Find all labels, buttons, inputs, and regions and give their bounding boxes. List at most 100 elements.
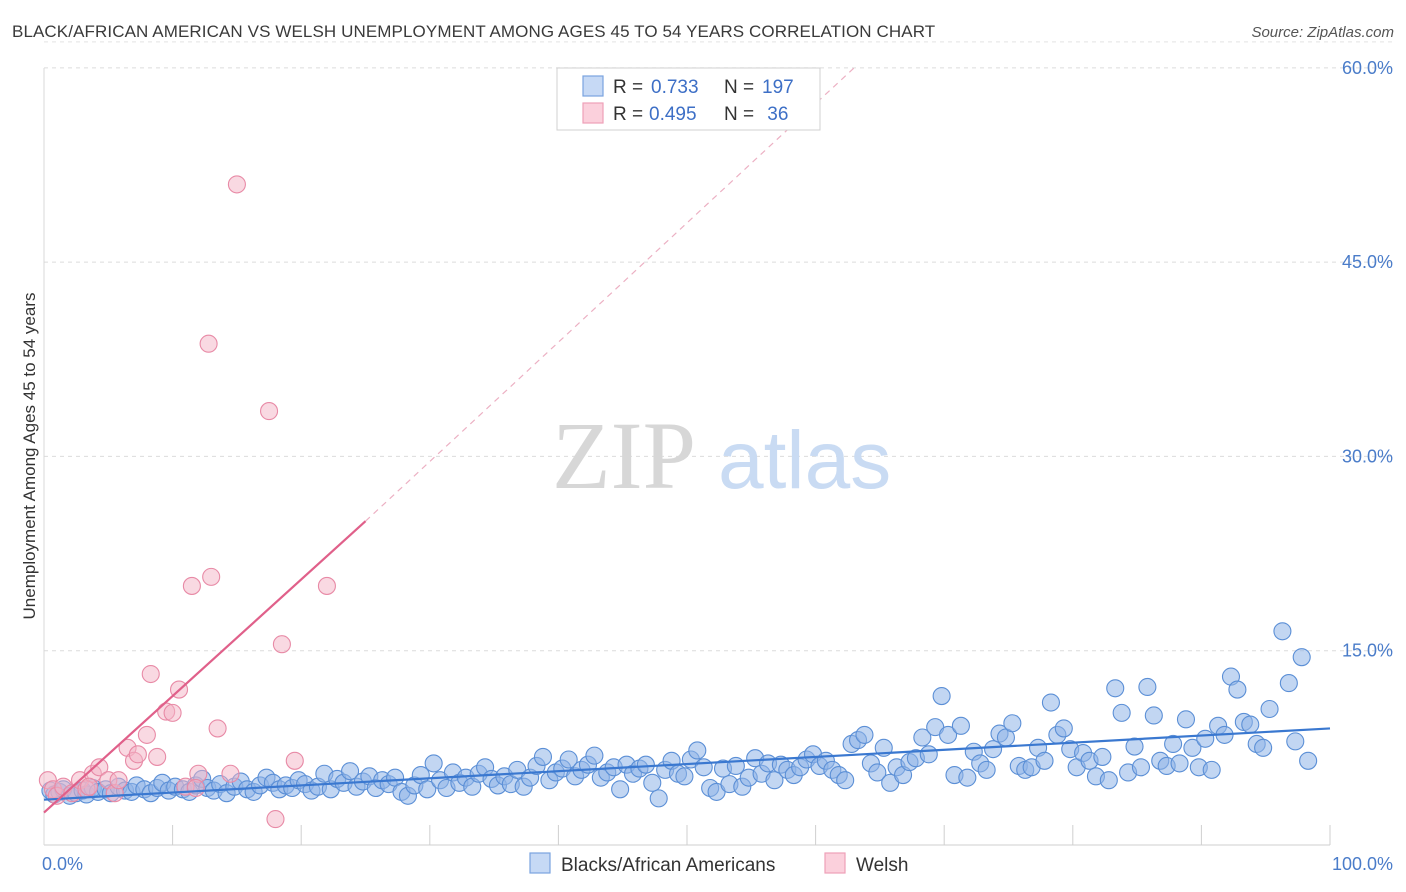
blacks-data-point <box>675 767 694 786</box>
blacks-data-point <box>1125 737 1144 756</box>
blacks-data-point <box>694 758 713 777</box>
welsh-data-point <box>109 771 128 790</box>
blacks-data-point <box>559 750 578 769</box>
blacks-data-point <box>1041 693 1060 712</box>
welsh-data-point <box>272 635 291 654</box>
blacks-data-point <box>932 686 951 706</box>
blacks-data-point <box>418 780 437 799</box>
x-tick-label-min: 0.0% <box>42 854 83 874</box>
welsh-data-point <box>79 777 99 796</box>
bottom-legend-swatch-pink <box>824 852 846 874</box>
blacks-data-point <box>1099 771 1118 790</box>
blacks-data-point <box>688 741 707 760</box>
blacks-data-point <box>868 763 887 782</box>
blacks-data-point <box>1035 751 1054 770</box>
legend-n-value-1: 197 <box>762 77 794 98</box>
source-label: Source: ZipAtlas.com <box>1251 24 1394 41</box>
blacks-data-point <box>1254 738 1273 757</box>
blacks-data-point <box>611 780 630 799</box>
welsh-data-point <box>266 810 285 829</box>
welsh-data-point <box>163 703 182 722</box>
correlation-legend: R = 0.733 N = 197 R = 0.495 N = 36 <box>556 67 821 131</box>
y-tick-label: 15.0% <box>1342 641 1393 661</box>
bottom-legend-swatch-blue <box>529 852 551 874</box>
bottom-legend-label-blue: Blacks/African Americans <box>561 855 775 876</box>
blacks-data-point <box>1106 679 1125 698</box>
welsh-data-point <box>199 334 218 353</box>
welsh-data-point <box>285 751 304 770</box>
blacks-data-point <box>1170 754 1189 773</box>
welsh-data-point <box>208 719 227 738</box>
x-tick-label-max: 100.0% <box>1332 854 1393 874</box>
welsh-data-point <box>221 764 240 783</box>
blacks-data-point <box>585 746 604 765</box>
series-welsh-points <box>38 175 1331 829</box>
welsh-data-point <box>259 402 279 421</box>
blacks-data-point <box>341 762 360 781</box>
blacks-data-point <box>1164 734 1183 754</box>
welsh-data-point <box>141 664 160 684</box>
blacks-data-point <box>1241 715 1260 734</box>
y-tick-label: 30.0% <box>1342 446 1393 466</box>
legend-swatch-pink <box>582 102 604 124</box>
legend-n-label-2: N = <box>724 104 754 125</box>
blacks-data-point <box>1228 680 1247 699</box>
blacks-data-point <box>1093 747 1112 766</box>
blacks-data-point <box>958 768 977 787</box>
welsh-data-point <box>186 778 205 798</box>
welsh-data-point <box>317 576 336 595</box>
y-axis-label: Unemployment Among Ages 45 to 54 years <box>20 293 39 620</box>
blacks-data-point <box>1273 622 1292 641</box>
blacks-data-point <box>1299 751 1318 770</box>
blacks-data-point <box>1138 677 1157 697</box>
x-axis-ticks <box>172 825 1331 845</box>
blacks-data-point <box>1003 714 1022 733</box>
legend-r-label-2: R = <box>613 104 643 125</box>
legend-n-label-1: N = <box>724 77 754 98</box>
welsh-data-point <box>182 576 201 595</box>
blacks-data-point <box>1176 710 1196 729</box>
y-tick-label: 45.0% <box>1342 252 1393 272</box>
blacks-data-point <box>533 747 553 766</box>
blacks-data-point <box>1131 758 1151 777</box>
blacks-data-point <box>939 725 958 744</box>
watermark-zip: ZIP <box>552 402 696 509</box>
welsh-data-point <box>227 175 246 194</box>
blacks-data-point <box>977 760 996 779</box>
trend-lines <box>365 67 855 522</box>
legend-r-value-1: 0.733 <box>651 77 699 98</box>
blacks-data-point <box>836 771 855 790</box>
blacks-data-point <box>1292 648 1311 667</box>
blacks-data-point <box>1279 674 1298 693</box>
blacks-data-point <box>1054 719 1073 738</box>
welsh-trend-extension <box>365 67 855 522</box>
legend-r-value-2: 0.495 <box>649 104 697 125</box>
blacks-data-point <box>1112 703 1131 722</box>
y-tick-labels: 15.0% 30.0% 45.0% 60.0% <box>1342 58 1393 661</box>
blacks-data-point <box>984 740 1003 759</box>
blacks-data-point <box>1183 738 1202 757</box>
welsh-data-point <box>148 747 167 766</box>
y-tick-label: 60.0% <box>1342 58 1393 78</box>
welsh-data-point <box>90 758 109 777</box>
blacks-data-point <box>643 773 662 792</box>
blacks-data-point <box>1202 760 1221 779</box>
blacks-data-point <box>1196 729 1215 748</box>
legend-n-value-2: 36 <box>762 104 788 125</box>
blacks-data-point <box>913 728 932 747</box>
blacks-data-point <box>649 789 668 808</box>
blacks-data-point <box>1286 732 1305 751</box>
blacks-data-point <box>855 725 874 744</box>
chart-title: BLACK/AFRICAN AMERICAN VS WELSH UNEMPLOY… <box>12 22 936 41</box>
legend-swatch-blue <box>582 75 604 97</box>
blacks-data-point <box>1260 699 1279 719</box>
blacks-data-point <box>919 745 938 764</box>
welsh-data-point <box>137 725 156 744</box>
welsh-data-point <box>202 567 221 586</box>
blacks-data-point <box>951 716 970 735</box>
blacks-data-point <box>765 771 784 790</box>
blacks-data-point <box>1144 706 1163 725</box>
welsh-data-point <box>128 745 147 764</box>
welsh-trend-line <box>43 520 367 814</box>
